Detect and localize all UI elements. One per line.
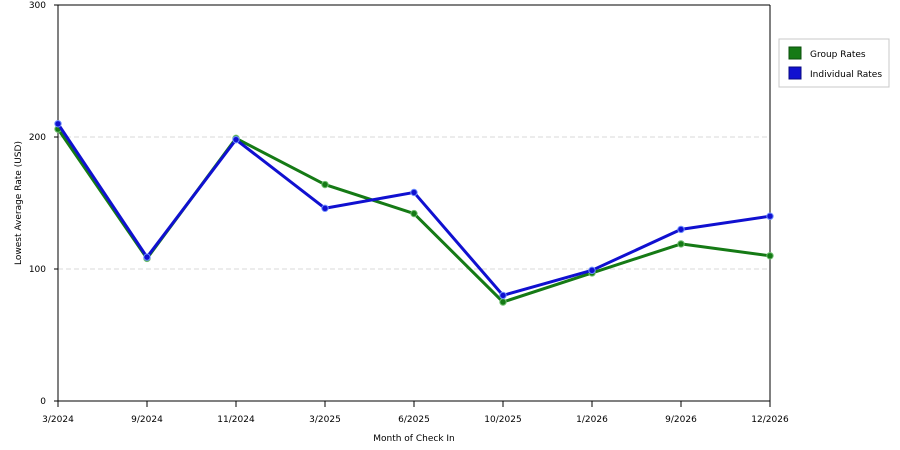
legend-swatch-group [788,46,802,60]
legend: Group Rates Individual Rates [778,38,890,88]
legend-swatch-individual [788,66,802,80]
y-axis-ticks: 0 100 200 300 [29,1,58,407]
data-point-individual-rates [232,135,240,144]
gridlines [58,136,770,270]
x-tick-label: 1/2026 [576,415,608,425]
series-line-individual-rates [56,122,772,297]
data-point-individual-rates [321,204,329,212]
data-point-individual-rates [677,225,685,234]
y-tick-label: 100 [29,265,46,275]
x-axis-title: Month of Check In [373,434,455,444]
x-tick-label: 10/2025 [484,415,521,425]
x-tick-label: 3/2024 [42,415,74,425]
data-point-individual-rates [499,291,507,300]
data-point-individual-rates [143,253,151,261]
y-tick-label: 300 [29,1,46,11]
legend-label-individual: Individual Rates [810,70,882,80]
x-tick-label: 9/2026 [665,415,697,425]
data-point-group-rates [321,180,329,189]
y-axis-title: Lowest Average Rate (USD) [14,141,24,265]
y-tick-label: 200 [29,133,46,143]
data-point-individual-rates [588,266,596,275]
x-axis-ticks: 3/2024 9/2024 11/2024 3/2025 6/2025 10/2025 1/… [42,401,789,425]
data-point-group-rates [766,252,774,260]
data-point-individual-rates [410,188,418,197]
x-tick-label: 11/2024 [217,415,255,425]
data-point-group-rates [499,298,507,306]
data-point-individual-rates [766,212,774,220]
y-tick-label: 0 [40,397,46,407]
legend-label-group: Group Rates [810,50,866,60]
data-point-group-rates [410,209,418,218]
data-point-individual-rates [54,120,62,128]
x-tick-label: 9/2024 [131,415,163,425]
series-group [54,120,774,306]
x-tick-label: 12/2026 [751,415,789,425]
x-tick-label: 3/2025 [309,415,341,425]
x-tick-label: 6/2025 [398,415,430,425]
data-point-group-rates [677,240,685,248]
